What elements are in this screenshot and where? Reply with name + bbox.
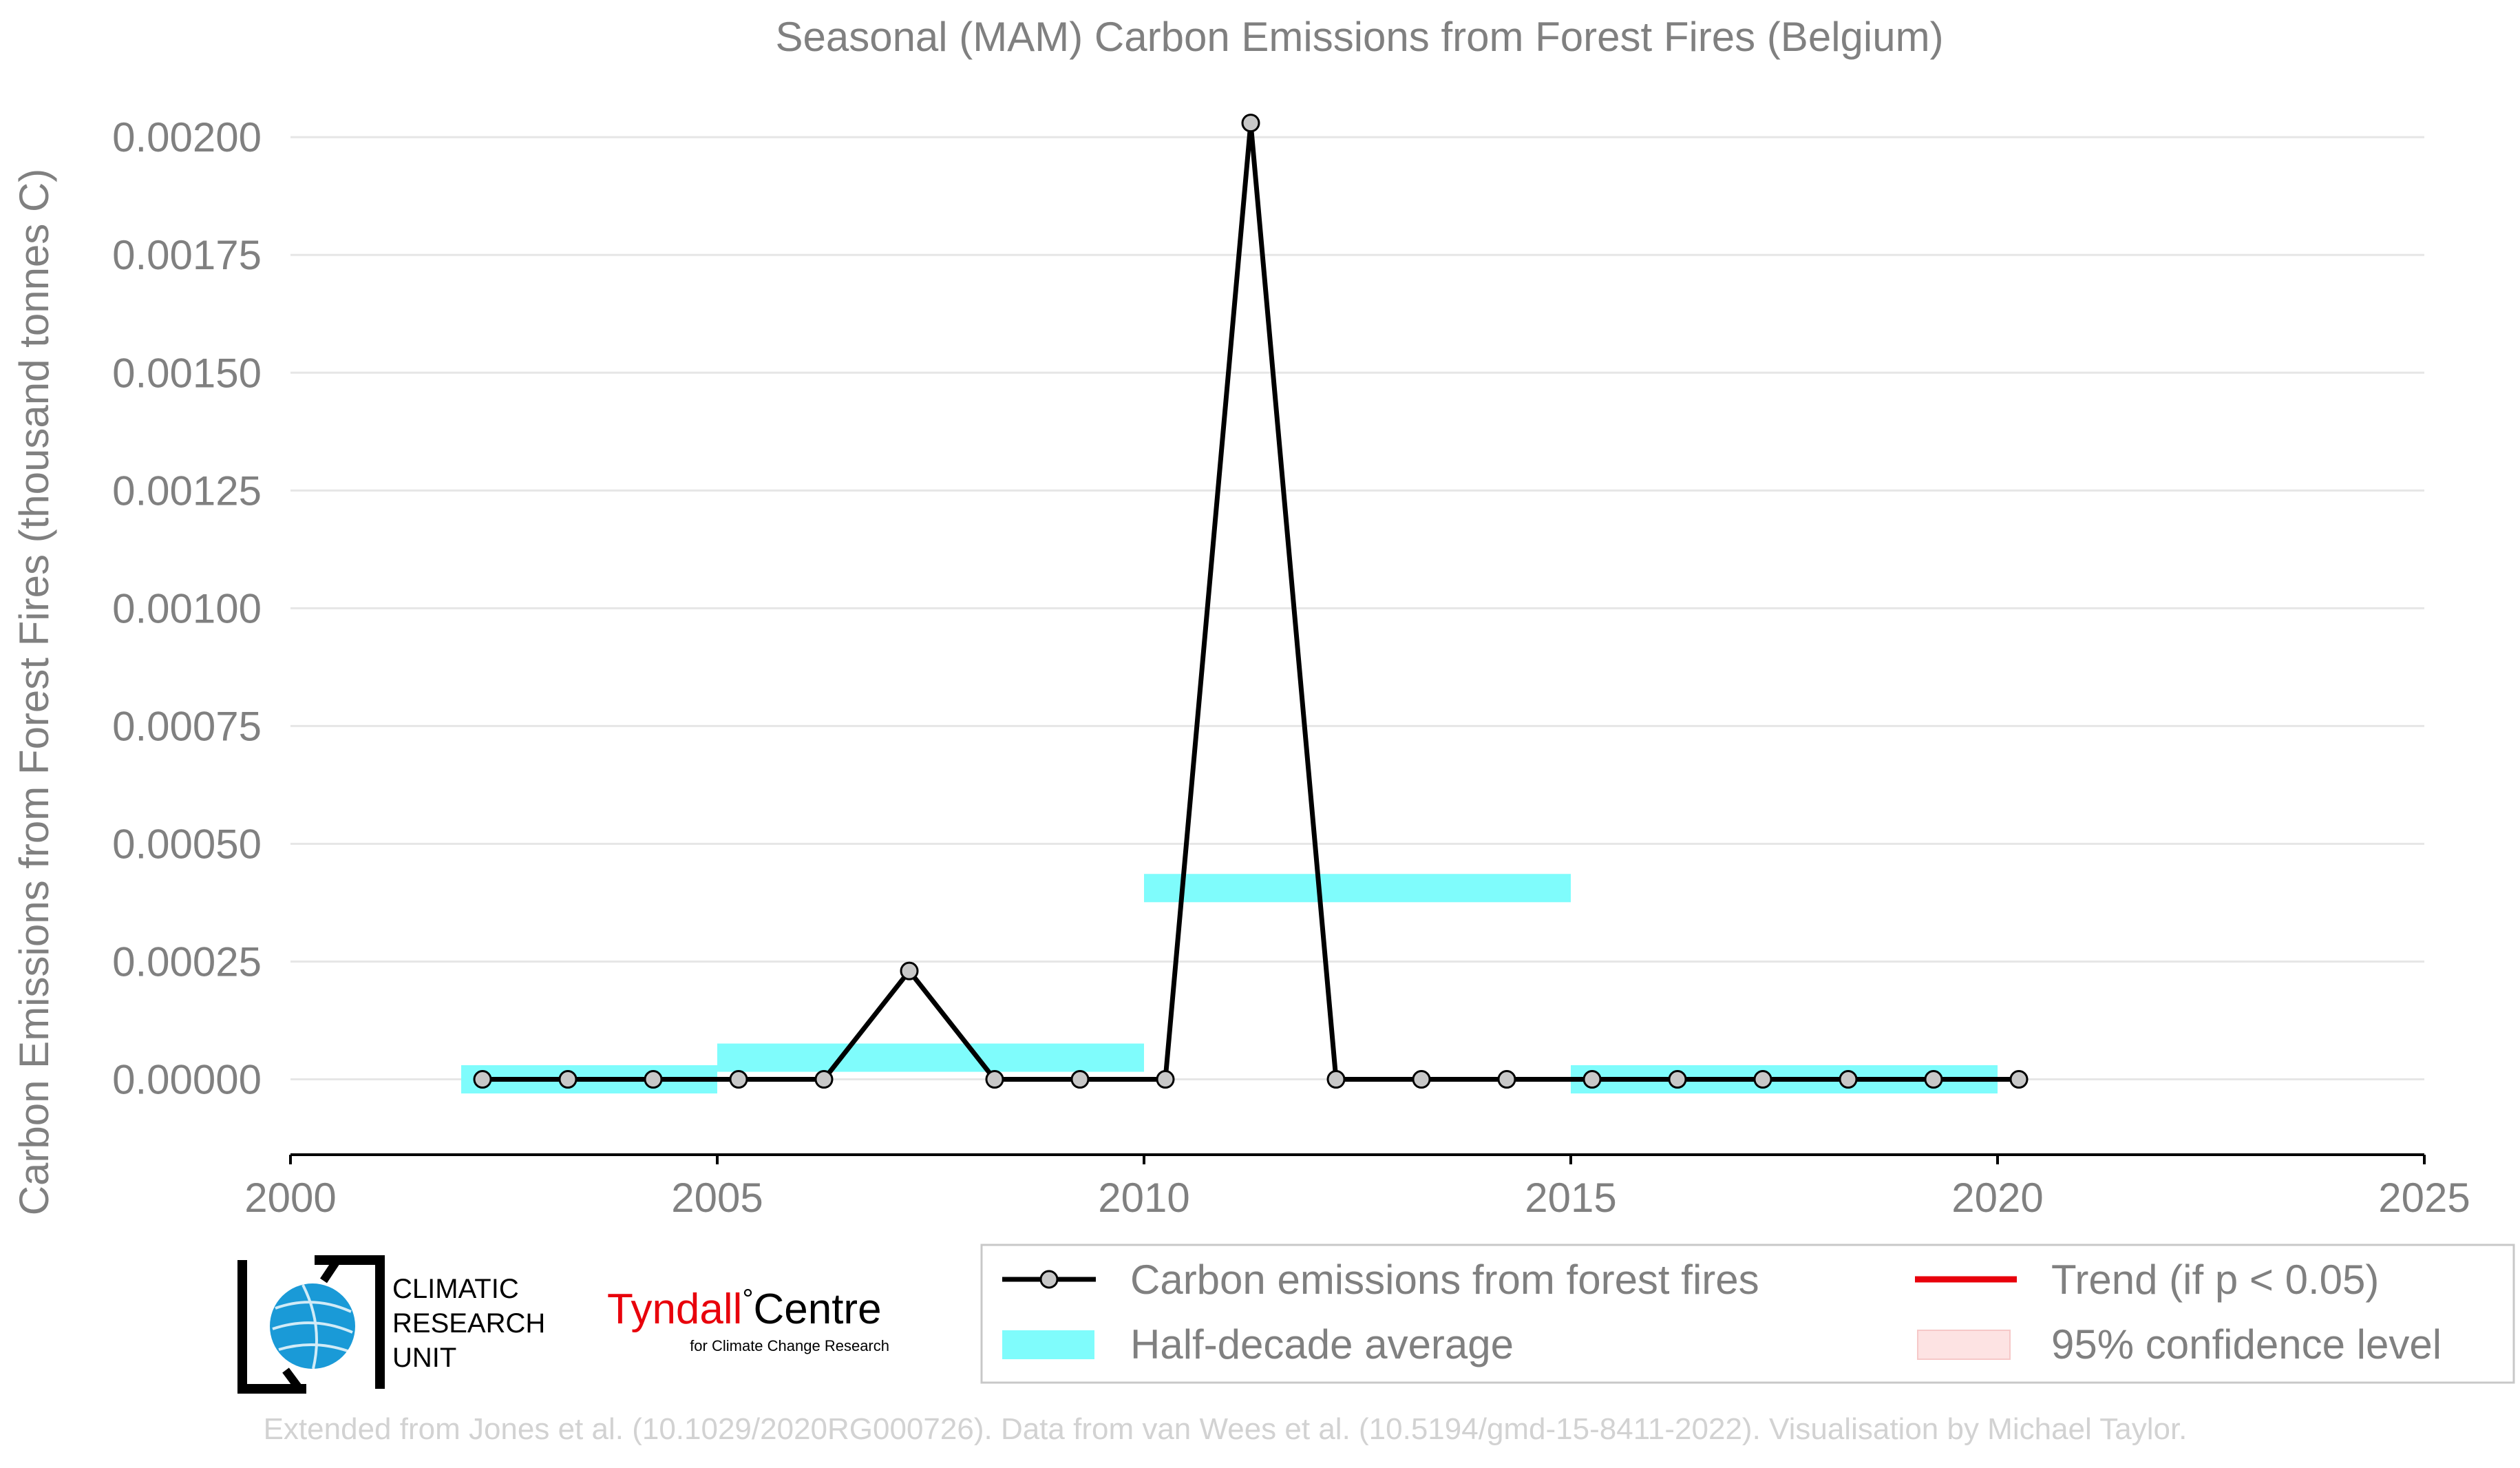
half-decade-average-bar — [717, 1043, 1144, 1072]
legend-label-confidence: 95% confidence level — [2051, 1321, 2442, 1367]
data-point — [729, 1070, 748, 1089]
x-tick-label: 2005 — [671, 1175, 763, 1221]
cru-text-line-3: UNIT — [392, 1343, 456, 1373]
data-point — [814, 1070, 834, 1089]
half-decade-average-bars — [461, 874, 1998, 1094]
data-point — [1924, 1070, 1943, 1089]
half-decade-average-bar — [1144, 874, 1571, 903]
cru-logo: CLIMATIC RESEARCH UNIT — [237, 1255, 545, 1394]
tyndall-subtitle: for Climate Change Research — [690, 1337, 889, 1354]
y-tick-label: 0.00100 — [112, 585, 262, 631]
chart-title: Seasonal (MAM) Carbon Emissions from For… — [775, 14, 1943, 60]
tyndall-name-black: Centre — [753, 1286, 881, 1333]
legend-label-emissions: Carbon emissions from forest fires — [1130, 1257, 1759, 1303]
legend-key-confidence — [1917, 1330, 2011, 1360]
x-tick-label: 2010 — [1098, 1175, 1189, 1221]
cru-text-line-2: RESEARCH — [392, 1308, 545, 1339]
x-axis: 2000 2005 2010 2015 2020 2025 — [244, 1153, 2470, 1221]
data-point — [1070, 1070, 1090, 1089]
y-axis-label: Carbon Emissions from Forest Fires (thou… — [11, 169, 57, 1216]
gridlines — [290, 136, 2424, 1081]
legend: Carbon emissions from forest fires Trend… — [980, 1244, 2515, 1384]
y-axis-ticks: 0.00000 0.00025 0.00050 0.00075 0.00100 0.001… — [112, 114, 262, 1102]
y-tick-label: 0.00125 — [112, 468, 262, 514]
data-point — [473, 1070, 492, 1089]
data-point — [1582, 1070, 1602, 1089]
data-point — [1326, 1070, 1346, 1089]
y-tick-label: 0.00075 — [112, 703, 262, 749]
data-point — [1412, 1070, 1431, 1089]
data-point — [900, 961, 919, 981]
data-point — [644, 1070, 663, 1089]
data-point — [985, 1070, 1004, 1089]
y-tick-label: 0.00150 — [112, 350, 262, 396]
data-point — [1241, 114, 1260, 133]
x-tick-label: 2025 — [2378, 1175, 2470, 1221]
y-tick-label: 0.00025 — [112, 939, 262, 985]
data-point — [558, 1070, 578, 1089]
cru-text-line-1: CLIMATIC — [392, 1274, 519, 1304]
x-tick-label: 2015 — [1525, 1175, 1616, 1221]
y-tick-label: 0.00175 — [112, 232, 262, 278]
legend-key-half-decade — [1002, 1330, 1094, 1359]
x-tick-label: 2020 — [1951, 1175, 2043, 1221]
y-tick-label: 0.00200 — [112, 114, 262, 160]
svg-text:Tyndall°Centre: Tyndall°Centre — [607, 1284, 882, 1333]
emissions-series — [473, 114, 2029, 1089]
tyndall-logo: Tyndall°Centre for Climate Change Resear… — [607, 1284, 889, 1354]
tyndall-name-red: Tyndall — [607, 1286, 742, 1333]
y-tick-label: 0.00000 — [112, 1057, 262, 1103]
legend-label-trend: Trend (if p < 0.05) — [2051, 1257, 2379, 1303]
data-point — [1668, 1070, 1687, 1089]
legend-key-emissions-marker — [1039, 1270, 1059, 1289]
data-point — [1753, 1070, 1772, 1089]
legend-label-half-decade: Half-decade average — [1130, 1321, 1514, 1367]
y-tick-label: 0.00050 — [112, 821, 262, 867]
tyndall-degree: ° — [742, 1284, 753, 1314]
series-line — [483, 120, 2019, 1082]
x-tick-label: 2000 — [244, 1175, 336, 1221]
legend-frame — [980, 1244, 2515, 1384]
data-point — [1156, 1070, 1175, 1089]
data-point — [1497, 1070, 1516, 1089]
footer-credit: Extended from Jones et al. (10.1029/2020… — [264, 1412, 2188, 1446]
cru-bracket-icon — [237, 1260, 306, 1394]
data-point — [2009, 1070, 2029, 1089]
data-point — [1839, 1070, 1858, 1089]
